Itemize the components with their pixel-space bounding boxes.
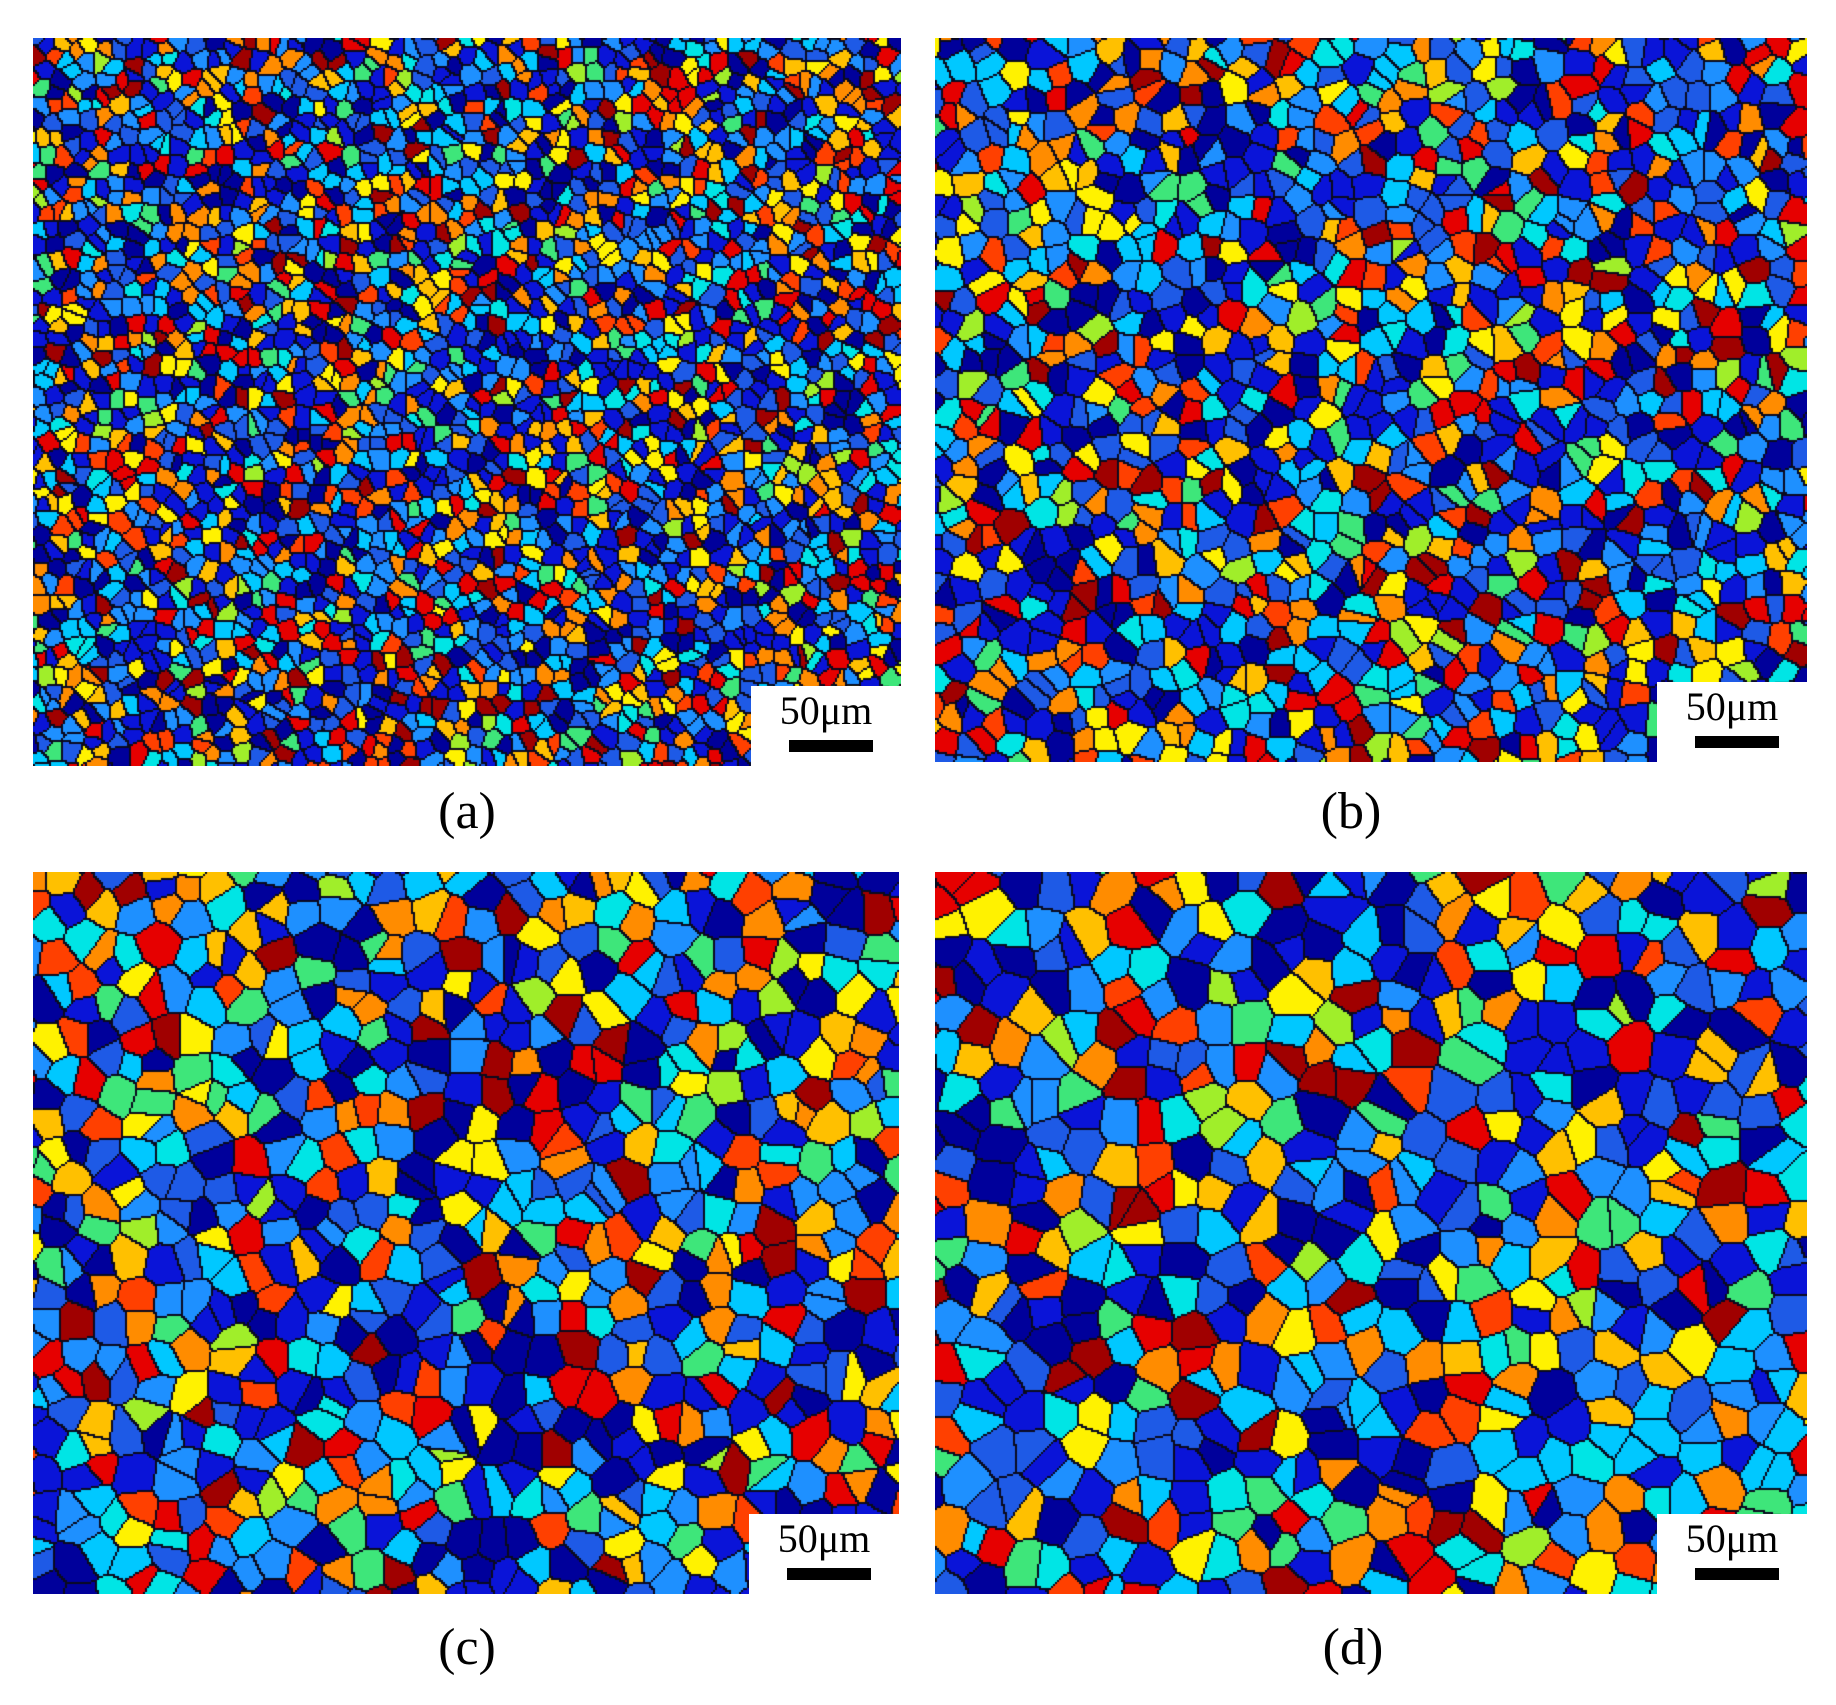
scale-bar-label-c: 50μm <box>777 1516 871 1561</box>
grain-map-image-a <box>33 38 901 766</box>
caption-b: (b) <box>1320 783 1382 840</box>
scale-bar-line-b <box>1695 736 1779 748</box>
ebsd-map-a: 50μm <box>33 38 901 766</box>
ebsd-map-c: 50μm <box>33 872 899 1594</box>
scale-bar-a: 50μm <box>751 686 901 766</box>
scale-bar-label-b: 50μm <box>1685 684 1779 729</box>
scale-bar-label-d: 50μm <box>1685 1516 1779 1561</box>
grain-map-image-b <box>935 38 1807 762</box>
scale-bar-line-d <box>1695 1568 1779 1580</box>
grain-map-image-c <box>33 872 899 1594</box>
caption-d: (d) <box>1322 1619 1384 1676</box>
scale-bar-line-a <box>789 740 873 752</box>
ebsd-map-d: 50μm <box>935 872 1807 1594</box>
scale-bar-label-a: 50μm <box>779 688 873 733</box>
scale-bar-c: 50μm <box>749 1514 899 1594</box>
grain-map-image-d <box>935 872 1807 1594</box>
scale-bar-b: 50μm <box>1657 682 1807 762</box>
ebsd-map-b: 50μm <box>935 38 1807 762</box>
scale-bar-d: 50μm <box>1657 1514 1807 1594</box>
caption-a: (a) <box>438 783 496 840</box>
caption-c: (c) <box>438 1619 496 1676</box>
scale-bar-line-c <box>787 1568 871 1580</box>
